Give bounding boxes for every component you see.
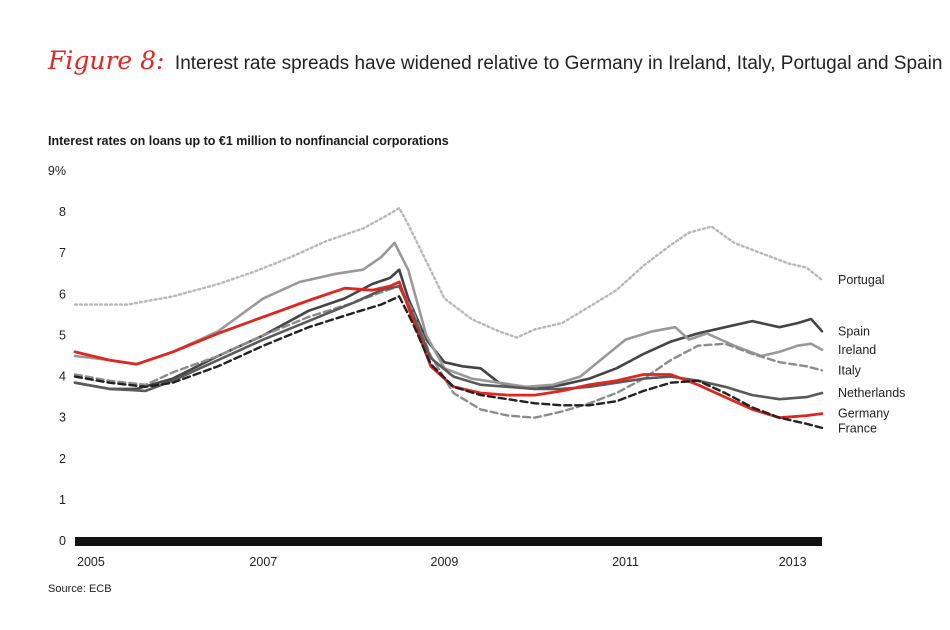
y-tick-label-5: 5 [59, 328, 66, 342]
y-tick-label-2: 2 [59, 452, 66, 466]
figure-title: Interest rate spreads have widened relat… [174, 53, 943, 74]
x-tick-label-2005: 2005 [77, 555, 105, 569]
y-tick-label-9: 9% [48, 164, 66, 178]
series-line-portugal [73, 206, 824, 339]
series-label-germany: Germany [838, 407, 890, 421]
y-tick-label-6: 6 [59, 287, 66, 301]
x-tick-label-2013: 2013 [779, 555, 807, 569]
x-tick-label-2007: 2007 [249, 555, 277, 569]
series-label-france: France [838, 422, 877, 436]
series-label-spain: Spain [838, 324, 870, 338]
series-label-netherlands: Netherlands [838, 386, 905, 400]
series-label-italy: Italy [838, 363, 862, 377]
series-line-ireland [73, 241, 824, 389]
series-line-italy [73, 284, 824, 419]
series-line-france [73, 295, 824, 430]
y-tick-label-4: 4 [59, 370, 66, 384]
series-label-portugal: Portugal [838, 273, 885, 287]
y-tick-label-3: 3 [59, 411, 66, 425]
chart-title: Interest rates on loans up to €1 million… [48, 134, 449, 148]
figure-label: Figure 8: [48, 46, 165, 75]
y-axis: 0 1 2 3 4 5 6 7 8 9% [48, 164, 66, 548]
source-note: Source: ECB [48, 583, 112, 595]
y-tick-label-1: 1 [59, 493, 66, 507]
y-tick-label-8: 8 [59, 205, 66, 219]
series-lines [73, 206, 824, 430]
x-axis: 2005 2007 2009 2011 2013 [75, 537, 822, 569]
x-axis-baseline [75, 537, 822, 546]
series-labels: Portugal Spain Ireland Italy Netherlands Germ… [838, 273, 905, 436]
series-label-ireland: Ireland [838, 343, 876, 357]
x-tick-label-2009: 2009 [431, 555, 459, 569]
series-line-netherlands [73, 284, 824, 401]
y-tick-label-7: 7 [59, 246, 66, 260]
x-tick-label-2011: 2011 [612, 555, 639, 569]
y-tick-label-0: 0 [59, 534, 66, 548]
figure-heading: Figure 8: Interest rate spreads have wid… [48, 46, 942, 75]
